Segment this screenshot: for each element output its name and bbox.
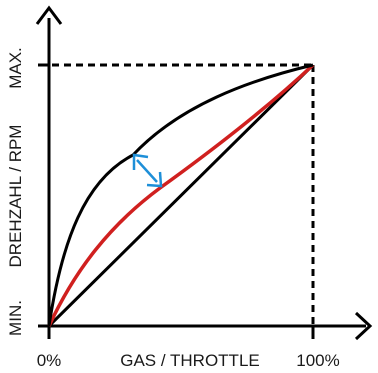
x-max-label: 100% — [296, 351, 339, 370]
y-axis-label: DREHZAHL / RPM — [6, 125, 25, 268]
x-axis-arrowhead — [354, 311, 373, 341]
difference-arrow-line — [136, 159, 158, 183]
difference-arrowhead-top — [132, 153, 149, 170]
x-min-label: 0% — [37, 351, 62, 370]
y-min-label: MIN. — [6, 300, 25, 336]
y-axis-arrowhead — [35, 5, 63, 25]
y-max-label: MAX. — [6, 47, 25, 89]
red-curve — [47, 63, 315, 327]
x-axis-label: GAS / THROTTLE — [120, 351, 260, 370]
difference-arrowhead-bottom — [146, 171, 163, 188]
linear-curve — [47, 63, 315, 328]
